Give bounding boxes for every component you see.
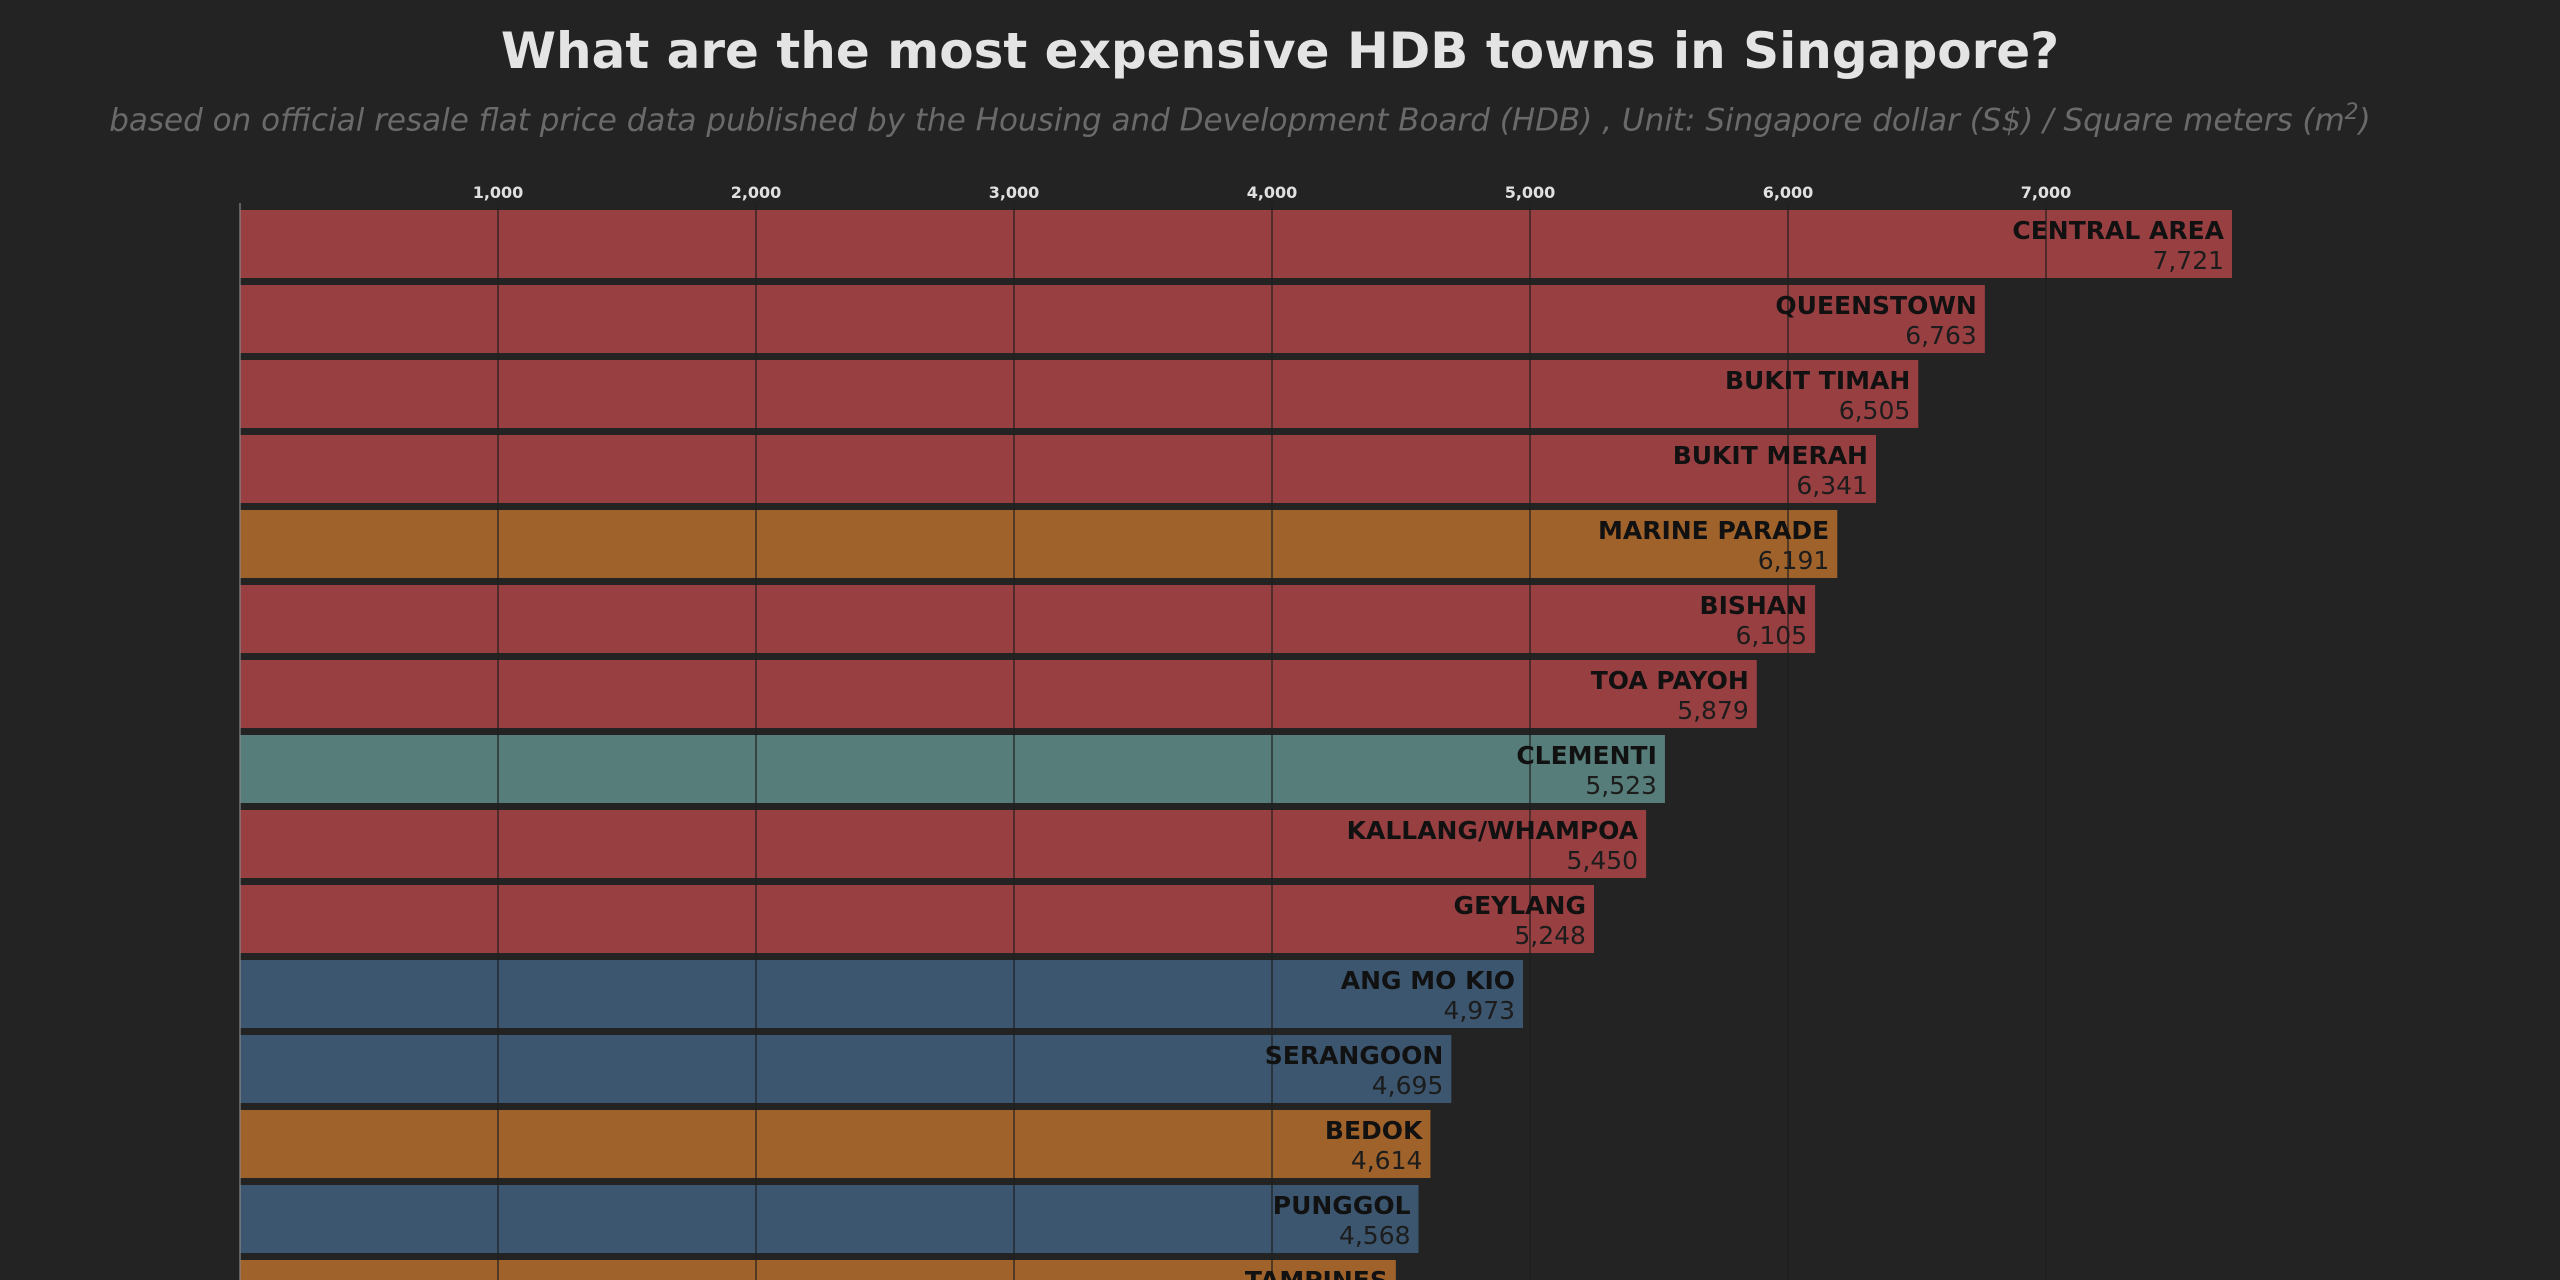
bar-category-label: TOA PAYOH <box>1591 666 1749 695</box>
bar-value-label: 4,614 <box>1351 1146 1423 1175</box>
bar-category-label: TAMPINES <box>1245 1266 1388 1280</box>
bar-value-label: 5,248 <box>1514 921 1586 950</box>
bar <box>240 735 1665 803</box>
bar <box>240 660 1757 728</box>
x-axis-ticks: 1,000 2,000 3,000 4,000 5,000 6,000 7,000 <box>473 183 2072 202</box>
bar-value-label: 5,450 <box>1567 846 1639 875</box>
bar-value-label: 6,505 <box>1839 396 1911 425</box>
bar <box>240 510 1838 578</box>
bar-category-label: SERANGOON <box>1265 1041 1444 1070</box>
bar-category-label: BISHAN <box>1700 591 1808 620</box>
x-tick-label: 2,000 <box>731 183 782 202</box>
bar-category-label: CLEMENTI <box>1516 741 1657 770</box>
bar-category-label: MARINE PARADE <box>1598 516 1829 545</box>
bar <box>240 1185 1419 1253</box>
bar <box>240 810 1647 878</box>
bar-category-label: KALLANG/WHAMPOA <box>1347 816 1639 845</box>
bar-category-label: QUEENSTOWN <box>1775 291 1976 320</box>
bar-value-label: 7,721 <box>2152 246 2224 275</box>
bar-category-label: CENTRAL AREA <box>2012 216 2224 245</box>
x-tick-label: 7,000 <box>2021 183 2072 202</box>
subtitle-end: ) <box>2358 102 2371 139</box>
bar <box>240 1035 1452 1103</box>
bar-category-label: BUKIT MERAH <box>1673 441 1868 470</box>
bar <box>240 360 1919 428</box>
bar <box>240 210 2233 278</box>
bar-category-label: GEYLANG <box>1454 891 1586 920</box>
subtitle-superscript: 2 <box>2344 100 2359 125</box>
subtitle-text: based on official resale flat price data… <box>109 102 2345 139</box>
bar <box>240 435 1876 503</box>
x-tick-label: 4,000 <box>1247 183 1298 202</box>
bar-value-label: 6,341 <box>1796 471 1868 500</box>
gridlines <box>239 203 2047 1280</box>
bar-value-label: 6,763 <box>1905 321 1977 350</box>
bars-layer <box>240 210 2233 1280</box>
bar-value-label: 4,695 <box>1372 1071 1444 1100</box>
x-tick-label: 3,000 <box>989 183 1040 202</box>
bar-value-label: 6,105 <box>1736 621 1808 650</box>
x-tick-label: 6,000 <box>1763 183 1814 202</box>
bar-value-label: 6,191 <box>1758 546 1830 575</box>
chart-title: What are the most expensive HDB towns in… <box>500 22 2060 80</box>
bar <box>240 1260 1396 1280</box>
x-tick-label: 5,000 <box>1505 183 1556 202</box>
bar <box>240 585 1816 653</box>
bar-category-label: BEDOK <box>1325 1116 1424 1145</box>
bar <box>240 285 1985 353</box>
bar-category-label: BUKIT TIMAH <box>1725 366 1910 395</box>
chart-subtitle: based on official resale flat price data… <box>0 100 2480 138</box>
bar-category-label: ANG MO KIO <box>1341 966 1515 995</box>
bar-value-label: 4,568 <box>1339 1221 1411 1250</box>
bar-value-label: 5,523 <box>1585 771 1657 800</box>
bar-value-label: 5,879 <box>1677 696 1749 725</box>
x-tick-label: 1,000 <box>473 183 524 202</box>
bar <box>240 960 1524 1028</box>
bar <box>240 1110 1431 1178</box>
bar-value-label: 4,973 <box>1443 996 1515 1025</box>
bar <box>240 885 1594 953</box>
bar-category-label: PUNGGOL <box>1273 1191 1411 1220</box>
